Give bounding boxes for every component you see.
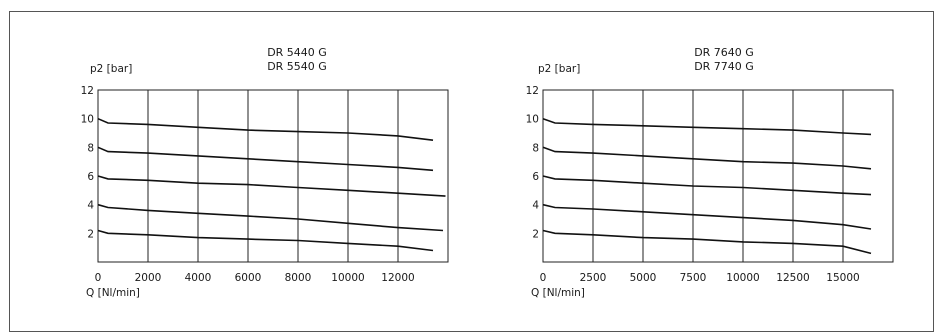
chart-title-line-2: DR 5540 G [267, 60, 327, 73]
pressure-curve-4 [542, 203, 872, 230]
x-tick-label: 6000 [235, 272, 262, 284]
y-tick-label: 6 [532, 171, 539, 183]
pressure-curve-2 [542, 146, 872, 170]
x-tick-label: 12000 [381, 272, 414, 284]
pressure-curve-5 [542, 229, 872, 255]
pressure-curve-3 [542, 175, 872, 196]
y-tick-label: 12 [81, 85, 94, 97]
y-tick-label: 8 [87, 142, 94, 154]
chart-right: DR 7640 G DR 7740 G p2 [bar] Q [Nl/min] … [526, 46, 894, 299]
x-tick-label: 12500 [776, 272, 809, 284]
x-tick-label: 7500 [680, 272, 707, 284]
pressure-curve-1 [97, 117, 434, 141]
tick-labels: 0 2500 5000 7500 10000 12500 15000 2 4 6 8 10 12 [526, 85, 860, 284]
chart-left: DR 5440 G DR 5540 G p2 [bar] Q [Nl/min] … [81, 46, 449, 299]
chart-title-line-1: DR 7640 G [694, 46, 754, 59]
chart-title-line-1: DR 5440 G [267, 46, 327, 59]
figure-frame [9, 11, 934, 332]
x-tick-label: 5000 [630, 272, 657, 284]
x-tick-label: 0 [540, 272, 547, 284]
series-lines [97, 117, 446, 252]
y-tick-label: 4 [87, 200, 94, 212]
y-tick-label: 4 [532, 200, 539, 212]
pressure-curve-2 [97, 146, 434, 172]
x-tick-label: 0 [95, 272, 102, 284]
series-lines [542, 117, 872, 255]
y-tick-label: 8 [532, 142, 539, 154]
x-tick-label: 15000 [826, 272, 859, 284]
y-tick-label: 10 [526, 114, 539, 126]
y-tick-label: 2 [87, 228, 94, 240]
chart-title-line-2: DR 7740 G [694, 60, 754, 73]
y-tick-label: 12 [526, 85, 539, 97]
pressure-curve-5 [97, 229, 434, 252]
x-tick-label: 10000 [726, 272, 759, 284]
pressure-curve-4 [97, 203, 444, 232]
x-tick-label: 2500 [580, 272, 607, 284]
y-tick-label: 10 [81, 114, 94, 126]
tick-labels: 0 2000 4000 6000 8000 10000 12000 2 4 6 8 10 12 [81, 85, 415, 284]
x-tick-label: 8000 [285, 272, 312, 284]
y-axis-label: p2 [bar] [90, 63, 132, 75]
grid [97, 89, 449, 263]
x-tick-label: 4000 [185, 272, 212, 284]
y-tick-label: 6 [87, 171, 94, 183]
y-tick-label: 2 [532, 228, 539, 240]
x-axis-label: Q [Nl/min] [86, 287, 140, 299]
pressure-curve-1 [542, 117, 872, 136]
x-axis-label: Q [Nl/min] [531, 287, 585, 299]
grid [542, 89, 894, 263]
plot-area-border [542, 89, 894, 263]
x-tick-label: 10000 [331, 272, 364, 284]
pressure-curve-3 [97, 175, 446, 197]
y-axis-label: p2 [bar] [538, 63, 580, 75]
plot-area-border [97, 89, 449, 263]
x-tick-label: 2000 [135, 272, 162, 284]
